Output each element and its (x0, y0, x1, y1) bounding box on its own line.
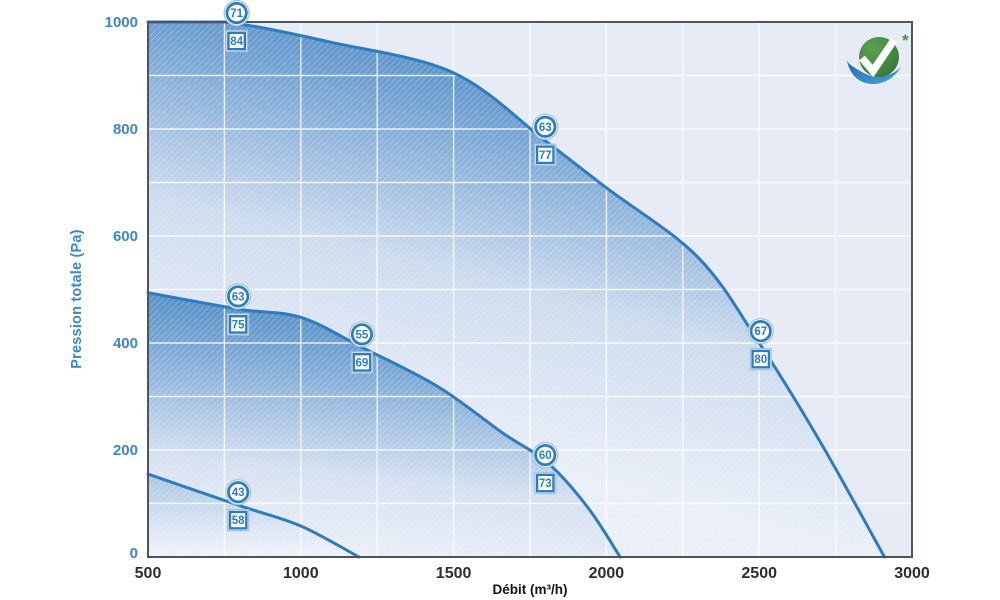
x-tick-label: 1000 (283, 565, 319, 582)
sound-level-circle-badge: 67 (747, 317, 774, 345)
sound-level-square-badge: 80 (749, 347, 772, 371)
circle-badge-value: 43 (232, 487, 245, 499)
sound-level-circle-badge: 63 (532, 113, 559, 140)
y-tick-label: 800 (113, 121, 138, 138)
eco-logo-graphic (847, 37, 901, 84)
operating-point-labels: 71 84 (223, 0, 250, 53)
square-badge-value: 75 (232, 319, 245, 331)
x-tick-label: 2000 (589, 565, 625, 582)
sound-level-square-badge: 73 (534, 471, 557, 495)
y-tick-label: 400 (113, 335, 138, 352)
plot-frame (147, 21, 913, 558)
sound-level-square-badge: 75 (227, 313, 250, 336)
sound-level-square-badge: 84 (225, 29, 248, 53)
sound-level-circle-badge: 55 (348, 321, 376, 348)
fan-curve-medium-speed (146, 291, 622, 559)
circle-badge-value: 63 (232, 291, 245, 303)
circle-badge-value: 63 (539, 122, 552, 134)
operating-point-labels: 43 58 (225, 479, 252, 532)
circle-badge-value: 67 (754, 326, 767, 338)
sound-level-circle-badge: 60 (532, 441, 559, 469)
x-tick-label: 3000 (894, 565, 930, 582)
square-badge-value: 84 (230, 36, 243, 48)
sound-level-circle-badge: 43 (225, 479, 252, 506)
x-tick-label: 500 (135, 565, 162, 582)
asterisk-note: * (902, 31, 909, 50)
square-badge-value: 80 (754, 354, 767, 366)
operating-point-labels: 60 73 (532, 441, 559, 495)
sound-level-square-badge: 77 (534, 143, 557, 166)
circle-badge-value: 60 (539, 450, 552, 462)
x-tick-label: 2500 (741, 565, 777, 582)
x-tick-label: 1500 (436, 565, 472, 582)
operating-point-labels: 63 75 (225, 283, 252, 336)
x-axis-title: Débit (m³/h) (492, 582, 568, 597)
operating-point-labels: 63 77 (532, 113, 559, 166)
operating-point-labels: 55 69 (348, 321, 376, 374)
checkmark-icon (859, 37, 898, 78)
sound-level-square-badge: 58 (227, 509, 250, 532)
square-badge-value: 69 (356, 357, 369, 369)
operating-point-labels: 67 80 (747, 317, 774, 371)
fan-curve-high-speed (146, 20, 886, 559)
y-tick-label: 600 (113, 228, 138, 245)
square-badge-value: 58 (232, 515, 245, 527)
y-tick-label: 0 (130, 545, 138, 562)
y-tick-label: 1000 (105, 14, 138, 31)
circle-badge-value: 71 (230, 8, 243, 20)
leaf-swoosh-shape (847, 60, 901, 84)
y-tick-label: 200 (113, 442, 138, 459)
sound-level-square-badge: 69 (350, 351, 374, 374)
square-badge-value: 77 (539, 150, 552, 162)
sound-level-circle-badge: 63 (225, 283, 252, 310)
fan-curve-low-speed (146, 472, 361, 559)
square-badge-value: 73 (539, 478, 552, 490)
circle-badge-value: 55 (356, 329, 369, 341)
eco-check-logo: * (845, 32, 915, 90)
sound-level-circle-badge: 71 (223, 0, 250, 27)
